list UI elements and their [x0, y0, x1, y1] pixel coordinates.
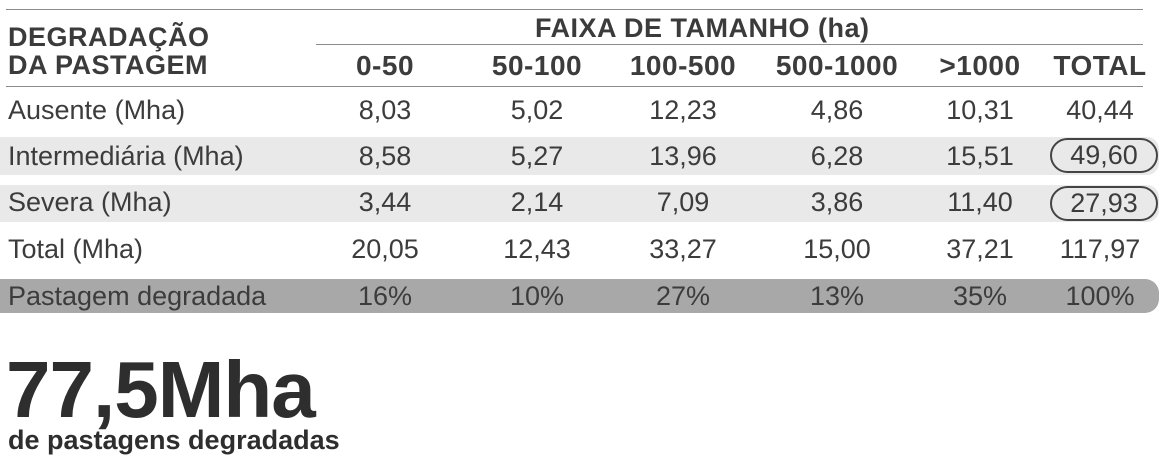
table-cell: 37,21	[946, 234, 1014, 264]
row-label: Ausente (Mha)	[8, 95, 186, 125]
col-header-500-1000: 500-1000	[775, 50, 899, 81]
table-cell: 3,86	[810, 187, 864, 217]
table-cell: 7,09	[656, 187, 710, 217]
table-cell: 5,02	[510, 95, 564, 125]
table-cell: 10%	[509, 281, 565, 311]
highlight-value: 77,5Mha	[6, 345, 316, 434]
row-label: Total (Mha)	[8, 234, 144, 264]
table-cell: 12,23	[649, 95, 717, 125]
row-band-pastagem-degradada	[0, 279, 1159, 313]
col-header-0-50: 0-50	[355, 50, 415, 81]
table-cell: 40,44	[1066, 95, 1134, 125]
table-cell: 11,40	[947, 187, 1013, 217]
table-cell: 15,51	[946, 141, 1014, 171]
table-cell: 117,97	[1059, 234, 1141, 264]
table-cell: 33,27	[649, 234, 717, 264]
row-label: Severa (Mha)	[8, 187, 172, 217]
circled-total-cell: 27,93	[1050, 186, 1158, 221]
row-label: Intermediária (Mha)	[8, 141, 244, 171]
table-cell: 8,03	[358, 95, 412, 125]
row-band-intermediaria	[0, 137, 1159, 175]
col-header-gt1000: >1000	[939, 50, 1021, 81]
table-cell: 20,05	[351, 234, 419, 264]
table-cell: 10,31	[946, 95, 1014, 125]
col-header-50-100: 50-100	[491, 50, 583, 81]
row-header-line1: DEGRADAÇÃO	[8, 22, 210, 52]
top-rule	[6, 9, 1143, 10]
row-label: Pastagem degradada	[8, 281, 267, 311]
table-cell: 16%	[357, 281, 413, 311]
group-title: FAIXA DE TAMANHO (ha)	[535, 13, 870, 43]
table-cell: 6,28	[810, 141, 864, 171]
circled-total-cell: 49,60	[1050, 138, 1158, 173]
table-cell: 27%	[655, 281, 711, 311]
table-cell: 13%	[809, 281, 865, 311]
table-cell: 15,00	[803, 234, 871, 264]
table-cell: 2,14	[510, 187, 564, 217]
table-cell: 100%	[1065, 281, 1135, 311]
table-cell: 3,44	[358, 187, 412, 217]
table-cell: 5,27	[510, 141, 564, 171]
group-rule	[316, 44, 1143, 45]
col-header-100-500: 100-500	[629, 50, 737, 81]
header-bottom-rule	[6, 86, 1143, 87]
col-header-total: TOTAL	[1053, 50, 1147, 81]
table-cell: 4,86	[810, 95, 864, 125]
highlight-caption: de pastagens degradadas	[8, 425, 340, 455]
table-cell: 35%	[952, 281, 1008, 311]
row-header-line2: DA PASTAGEM	[8, 50, 208, 80]
row-band-severa	[0, 185, 1159, 222]
table-cell: 8,58	[358, 141, 412, 171]
table-cell: 13,96	[649, 141, 717, 171]
table-cell: 12,43	[503, 234, 571, 264]
